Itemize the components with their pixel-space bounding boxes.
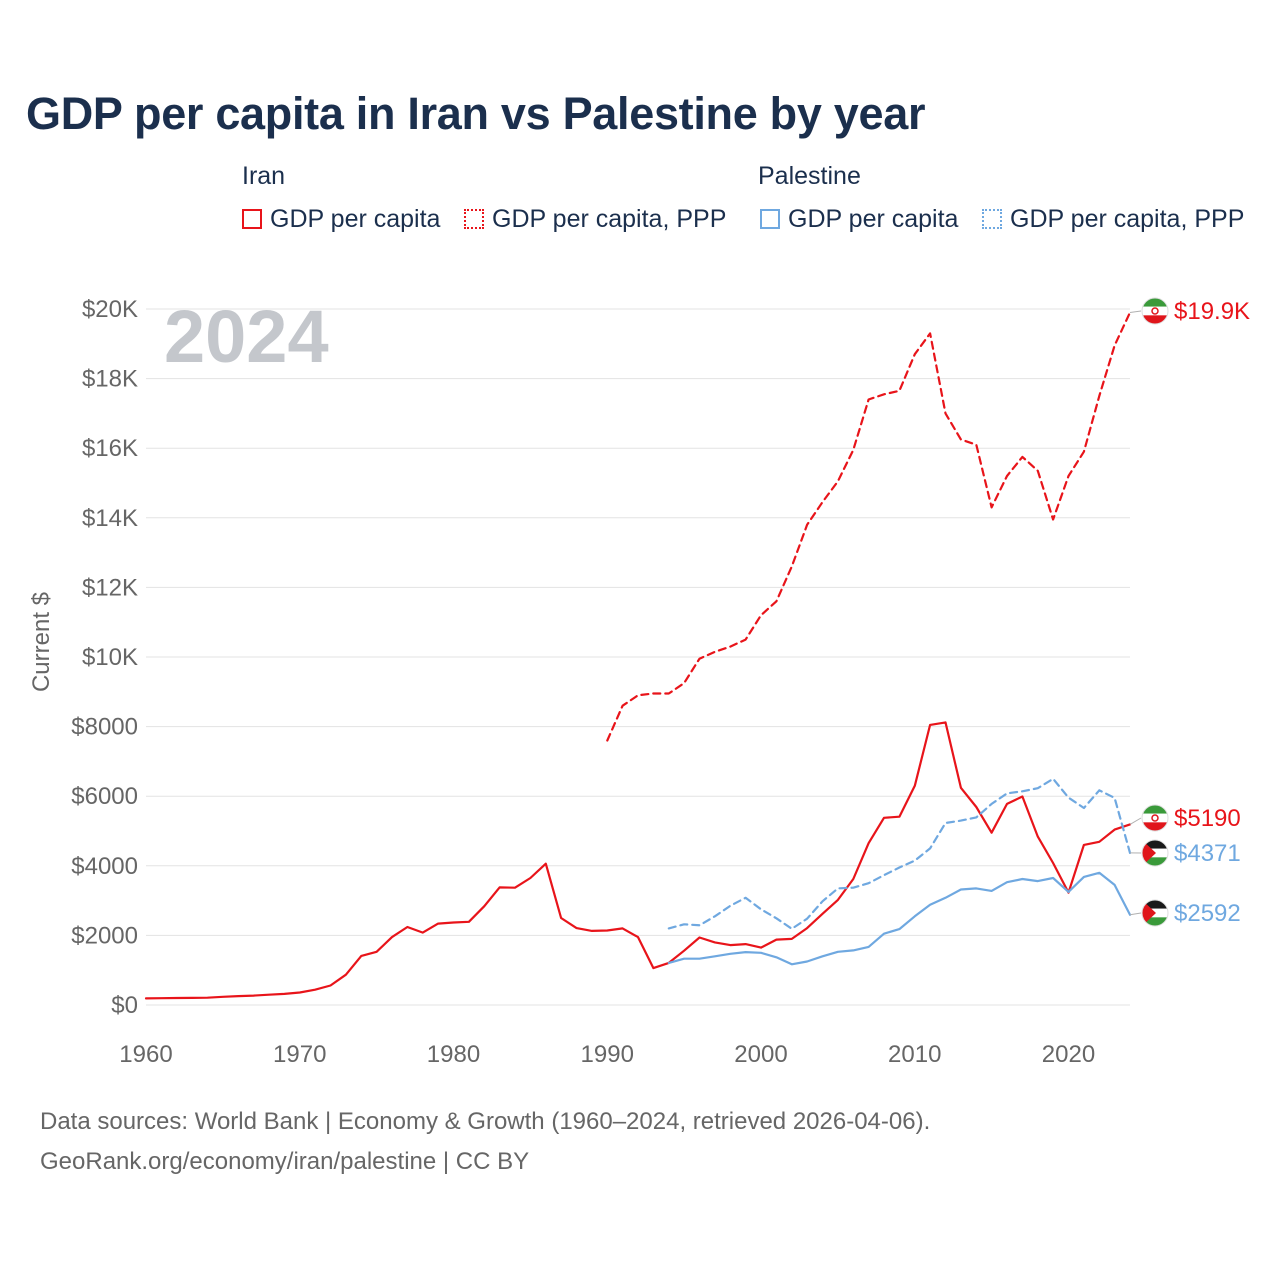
y-tick-label: $0 bbox=[111, 992, 138, 1019]
year-watermark: 2024 bbox=[164, 295, 329, 378]
legend-palestine-gdp[interactable]: GDP per capita bbox=[760, 204, 958, 234]
legend-iran-ppp[interactable]: GDP per capita, PPP bbox=[464, 204, 726, 234]
iran-flag-icon bbox=[1142, 805, 1168, 831]
x-tick-label: 2010 bbox=[888, 1041, 941, 1068]
legend-palestine-gdp-label: GDP per capita bbox=[788, 204, 959, 233]
chart-title: GDP per capita in Iran vs Palestine by y… bbox=[26, 88, 926, 139]
legend-iran-ppp-label: GDP per capita, PPP bbox=[492, 204, 727, 233]
end-connector bbox=[1129, 310, 1142, 313]
legend-palestine-title: Palestine bbox=[758, 162, 861, 190]
y-tick-label: $6000 bbox=[71, 783, 138, 810]
y-tick-label: $2000 bbox=[71, 922, 138, 949]
legend-palestine-ppp-label: GDP per capita, PPP bbox=[1010, 204, 1245, 233]
legend-iran-title: Iran bbox=[242, 162, 286, 190]
x-tick-label: 1960 bbox=[119, 1041, 172, 1068]
end-value-label-palestine-ppp: $4371 bbox=[1174, 840, 1241, 867]
series-line-palestine-solid bbox=[667, 871, 1132, 966]
x-tick-label: 2020 bbox=[1042, 1041, 1095, 1068]
end-value-label-iran-ppp: $19.9K bbox=[1174, 298, 1250, 325]
y-tick-label: $10K bbox=[82, 644, 138, 671]
flag-border bbox=[1141, 804, 1169, 832]
x-tick-label: 1980 bbox=[427, 1041, 480, 1068]
flag-border bbox=[1141, 839, 1169, 867]
palestine-flag-icon bbox=[1142, 900, 1168, 926]
flag-border bbox=[1141, 899, 1169, 927]
end-value-label-iran-gdp: $5190 bbox=[1174, 805, 1241, 832]
palestine-flag-icon bbox=[1142, 840, 1168, 866]
flag-border bbox=[1141, 297, 1169, 325]
series-line-palestine-dashed bbox=[667, 777, 1132, 930]
y-tick-label: $14K bbox=[82, 505, 138, 532]
legend-iran-gdp-label: GDP per capita bbox=[270, 204, 441, 233]
end-connector bbox=[1129, 817, 1142, 825]
source-line-2[interactable]: GeoRank.org/economy/iran/palestine | CC … bbox=[40, 1148, 530, 1175]
series-line-iran-solid bbox=[144, 721, 1132, 1000]
legend-iran-gdp[interactable]: GDP per capita bbox=[242, 204, 440, 234]
end-value-label-palestine-gdp: $2592 bbox=[1174, 900, 1241, 927]
source-line-1: Data sources: World Bank | Economy & Gro… bbox=[40, 1108, 931, 1135]
iran-flag-icon bbox=[1142, 298, 1168, 324]
y-tick-label: $20K bbox=[82, 296, 138, 323]
legend-iran-gdp-swatch bbox=[242, 209, 262, 229]
x-tick-label: 1970 bbox=[273, 1041, 326, 1068]
y-tick-label: $4000 bbox=[71, 853, 138, 880]
series-line-iran-dashed bbox=[606, 311, 1132, 742]
legend-palestine-gdp-swatch bbox=[760, 209, 780, 229]
end-connector bbox=[1129, 912, 1142, 916]
y-axis-label: Current $ bbox=[28, 591, 55, 693]
y-tick-label: $16K bbox=[82, 435, 138, 462]
legend-palestine-ppp-swatch bbox=[982, 209, 1002, 229]
x-tick-label: 1990 bbox=[581, 1041, 634, 1068]
y-tick-label: $12K bbox=[82, 574, 138, 601]
y-tick-label: $18K bbox=[82, 366, 138, 393]
legend-palestine-ppp[interactable]: GDP per capita, PPP bbox=[982, 204, 1244, 234]
legend-iran-ppp-swatch bbox=[464, 209, 484, 229]
x-tick-label: 2000 bbox=[734, 1041, 787, 1068]
y-tick-label: $8000 bbox=[71, 714, 138, 741]
